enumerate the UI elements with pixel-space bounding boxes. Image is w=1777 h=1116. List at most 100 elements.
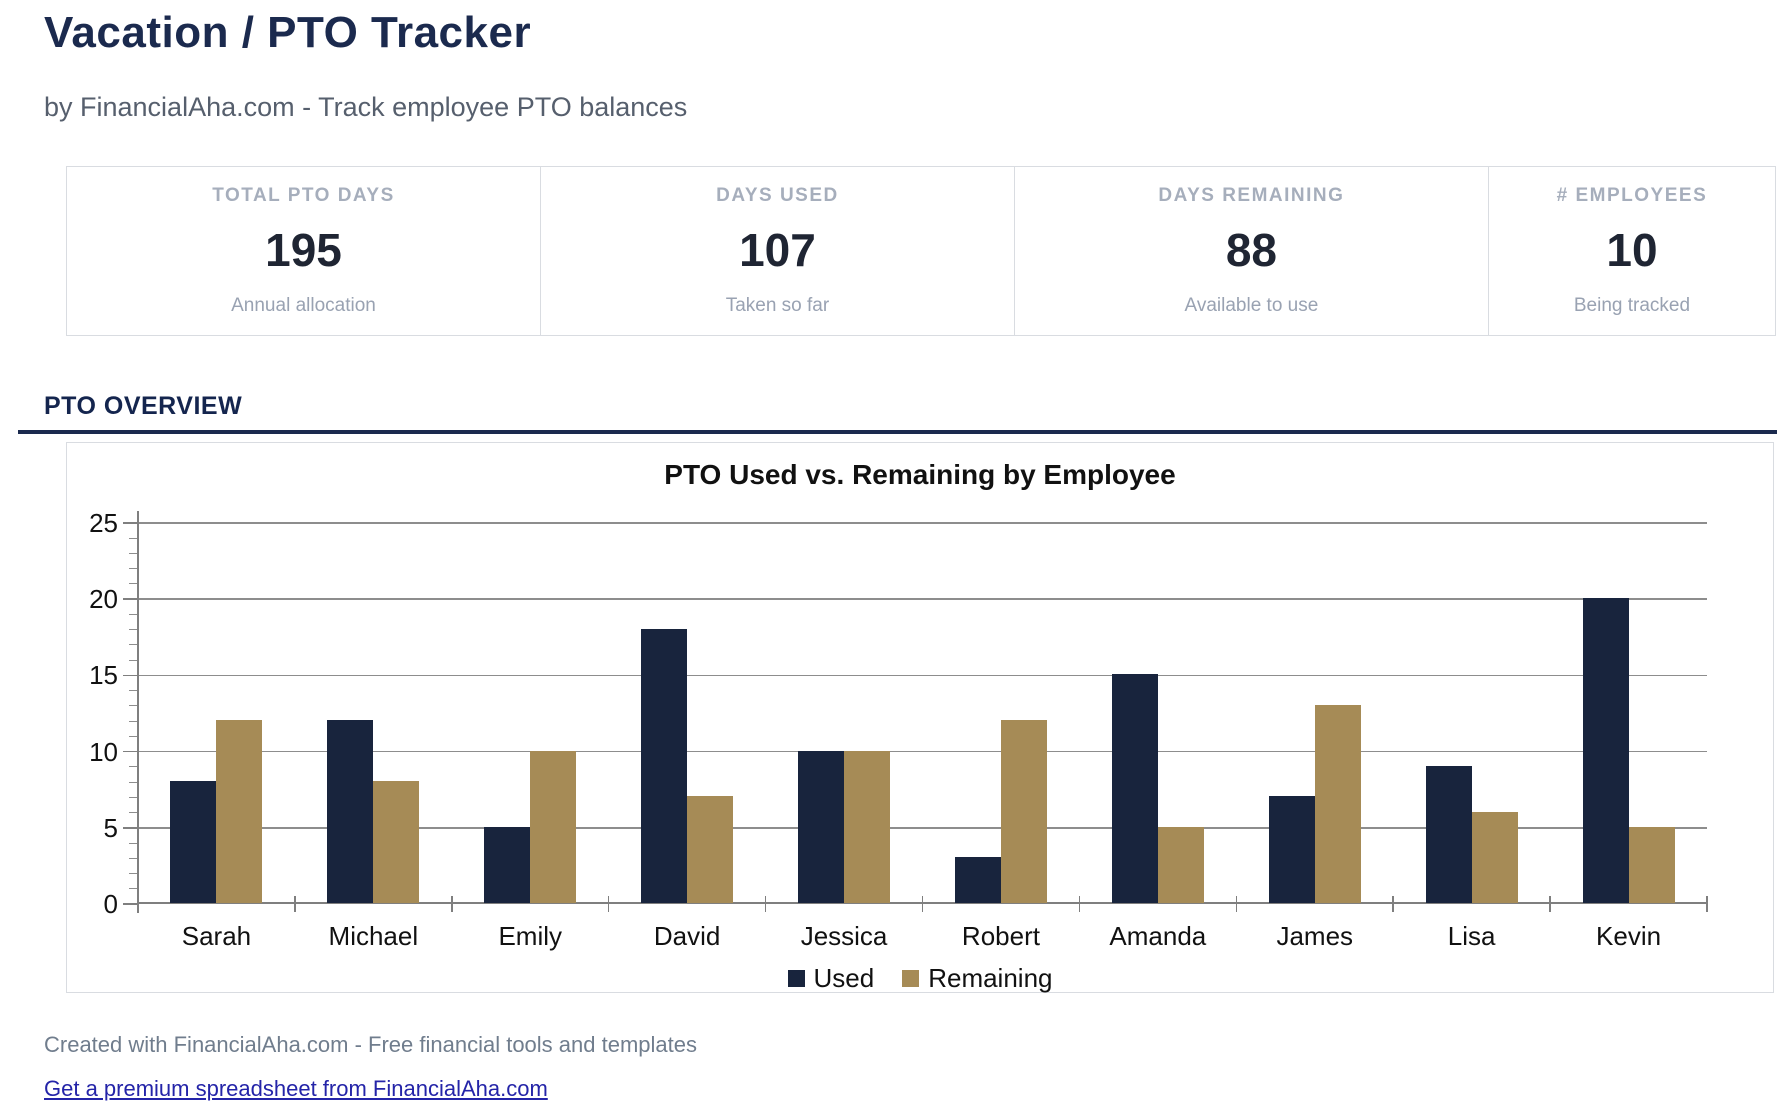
y-axis-minor-tick (129, 537, 138, 539)
bar-used-kevin (1582, 598, 1629, 903)
x-axis-boundary-tick (294, 896, 296, 912)
y-axis-minor-tick (129, 613, 138, 615)
bar-used-michael (327, 720, 374, 903)
stat-card-employees: # EMPLOYEES 10 Being tracked (1487, 167, 1775, 335)
x-axis-label: James (1276, 921, 1354, 951)
x-axis-label: Sarah (181, 921, 252, 951)
stat-value: 88 (1225, 224, 1277, 276)
bar-remaining-emily (530, 750, 577, 903)
bar-remaining-michael (373, 781, 420, 903)
chart-title: PTO Used vs. Remaining by Employee (664, 459, 1176, 490)
y-axis-tick (123, 827, 138, 829)
y-axis-label: 20 (89, 584, 118, 615)
y-axis-minor-tick (129, 842, 138, 844)
y-axis-tick (123, 598, 138, 600)
bar-used-james (1268, 796, 1315, 903)
y-axis-tick (123, 750, 138, 753)
y-axis-minor-tick (129, 568, 138, 570)
bar-remaining-sarah (216, 720, 263, 903)
x-axis-boundary-tick (1392, 896, 1394, 912)
y-axis-label: 10 (89, 736, 118, 767)
y-axis-minor-tick (129, 552, 138, 554)
x-axis-boundary-tick (607, 896, 610, 912)
y-axis-minor-tick (129, 781, 138, 783)
bar-remaining-robert (1000, 720, 1047, 903)
gridline (138, 598, 1707, 600)
y-axis-minor-tick (129, 812, 138, 814)
stat-label: DAYS REMAINING (1158, 185, 1345, 206)
page-title: Vacation / PTO Tracker (44, 8, 532, 57)
x-axis-label: Lisa (1447, 921, 1496, 951)
bar-remaining-jessica (844, 750, 891, 903)
bar-used-lisa (1425, 765, 1472, 903)
y-axis-minor-tick (129, 796, 138, 798)
stat-sublabel: Available to use (1184, 295, 1319, 316)
page-subtitle: by FinancialAha.com - Track employee PTO… (44, 92, 688, 122)
y-axis-label: 25 (89, 508, 118, 538)
bar-used-jessica (798, 750, 845, 903)
gridline (138, 522, 1707, 524)
stat-card-total-pto: TOTAL PTO DAYS 195 Annual allocation (67, 167, 540, 335)
legend-label: Remaining (928, 963, 1053, 993)
stat-label: DAYS USED (716, 185, 839, 206)
bar-remaining-lisa (1471, 811, 1518, 903)
bar-remaining-david (687, 796, 734, 903)
y-axis-minor-tick (129, 705, 138, 707)
premium-spreadsheet-link[interactable]: Get a premium spreadsheet from Financial… (44, 1076, 548, 1101)
legend-item-used: Used (787, 963, 875, 994)
gridline (138, 750, 1707, 753)
x-axis-label: Jessica (800, 921, 888, 951)
y-axis-label: 5 (103, 812, 118, 843)
bar-used-sarah (170, 781, 217, 903)
stat-sublabel: Annual allocation (231, 295, 376, 316)
chart-legend: Used Remaining (67, 963, 1773, 994)
y-axis-label: 0 (103, 889, 118, 919)
y-axis-tick (123, 903, 138, 905)
y-axis-minor-tick (129, 659, 138, 661)
y-axis-minor-tick (129, 888, 138, 890)
stat-label: # EMPLOYEES (1556, 185, 1708, 206)
chart-plot-area: 0 5 10 15 20 25 Sarah Michael Emily David Jessica R… (89, 508, 1708, 951)
x-axis-boundary-tick (1549, 896, 1551, 912)
x-axis-boundary-tick (137, 896, 139, 912)
legend-label: Used (813, 963, 875, 993)
y-axis-minor-tick (129, 690, 138, 692)
stat-value: 195 (265, 224, 342, 276)
stat-value: 10 (1606, 224, 1658, 276)
stat-sublabel: Taken so far (725, 295, 830, 316)
gridline (138, 674, 1707, 677)
y-axis-minor-tick (129, 629, 138, 631)
x-axis-boundary-tick (1706, 896, 1708, 912)
bar-remaining-james (1314, 704, 1361, 903)
pto-chart-card: PTO Used vs. Remaining by Employee 0 5 10 1… (66, 442, 1774, 993)
section-divider (18, 430, 1777, 434)
section-title-pto-overview: PTO OVERVIEW (44, 392, 243, 420)
y-axis-minor-tick (129, 583, 138, 585)
stat-value: 107 (739, 224, 816, 276)
x-axis-boundary-tick (1235, 896, 1238, 912)
legend-swatch-used (787, 970, 805, 987)
bar-used-david (641, 628, 688, 903)
y-axis-line (137, 511, 139, 913)
legend-item-remaining: Remaining (902, 963, 1053, 994)
summary-cards: TOTAL PTO DAYS 195 Annual allocation DAY… (66, 166, 1776, 336)
y-axis-label: 15 (89, 660, 118, 691)
stat-card-days-remaining: DAYS REMAINING 88 Available to use (1013, 167, 1488, 335)
y-axis-minor-tick (129, 857, 138, 859)
y-axis-tick (123, 674, 138, 677)
bar-used-robert (954, 857, 1001, 903)
legend-swatch-remaining (902, 970, 920, 987)
bar-remaining-amanda (1157, 826, 1204, 903)
y-axis-minor-tick (129, 720, 138, 722)
y-axis-minor-tick (129, 873, 138, 875)
x-axis-boundary-tick (1078, 896, 1081, 912)
x-axis-label: David (653, 921, 721, 951)
x-axis-boundary-tick (764, 896, 767, 912)
x-axis-label: Amanda (1109, 921, 1207, 951)
x-axis-label: Michael (328, 921, 419, 951)
x-axis-boundary-tick (921, 896, 924, 912)
y-axis-minor-tick (129, 766, 138, 768)
bar-used-amanda (1111, 674, 1158, 903)
bar-used-emily (484, 826, 531, 903)
